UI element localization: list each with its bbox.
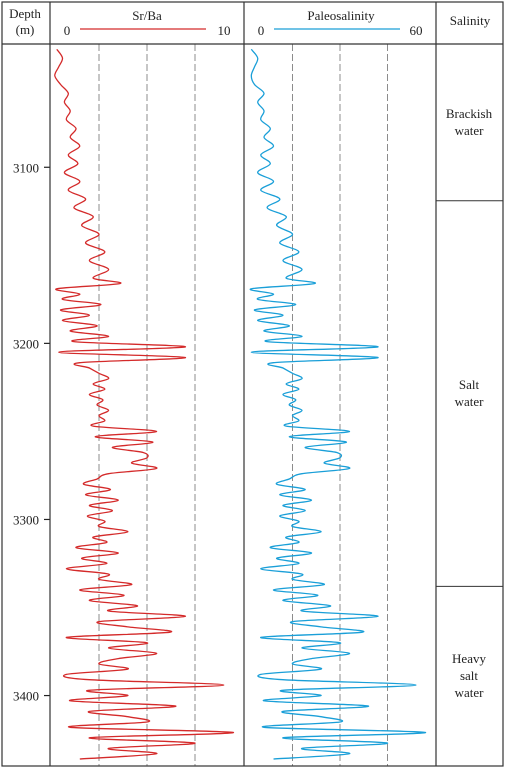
depth-axis-unit: (m)	[16, 22, 35, 37]
paleosalinity-panel-title: Paleosalinity	[307, 8, 375, 23]
salinity-zone-label: water	[455, 123, 485, 138]
srba-max-label: 10	[218, 23, 231, 38]
srba-min-label: 0	[64, 23, 71, 38]
salinity-zone-label: water	[455, 394, 485, 409]
header-row: Depth (m) Sr/Ba 0 10 Paleosalinity 0 60 …	[9, 6, 491, 38]
depth-axis-label: Depth	[9, 6, 41, 21]
paleosalinity-curve	[249, 48, 427, 760]
salinity-zone-label: salt	[460, 668, 478, 683]
salinity-zone-label: Heavy	[452, 651, 486, 666]
paleosalinity-min-label: 0	[258, 23, 265, 38]
depth-tick-label: 3400	[13, 689, 39, 704]
salinity-zone-label: Brackish	[446, 106, 493, 121]
depth-tick-label: 3100	[13, 160, 39, 175]
depth-tick-label: 3300	[13, 512, 39, 527]
srba-curve	[54, 48, 235, 760]
srba-panel-title: Sr/Ba	[132, 8, 162, 23]
salinity-zone-group: Brackish water Salt water Heavy salt water	[436, 106, 503, 700]
depth-tick-group: 3100 3200 3300 3400	[13, 160, 50, 704]
grid-layer	[98, 44, 388, 766]
depth-tick-label: 3200	[13, 336, 39, 351]
salinity-zone-label: water	[455, 685, 485, 700]
paleosalinity-max-label: 60	[410, 23, 423, 38]
salinity-column-title: Salinity	[450, 13, 491, 28]
salinity-zone-label: Salt	[459, 377, 480, 392]
curve-layer	[54, 48, 427, 760]
